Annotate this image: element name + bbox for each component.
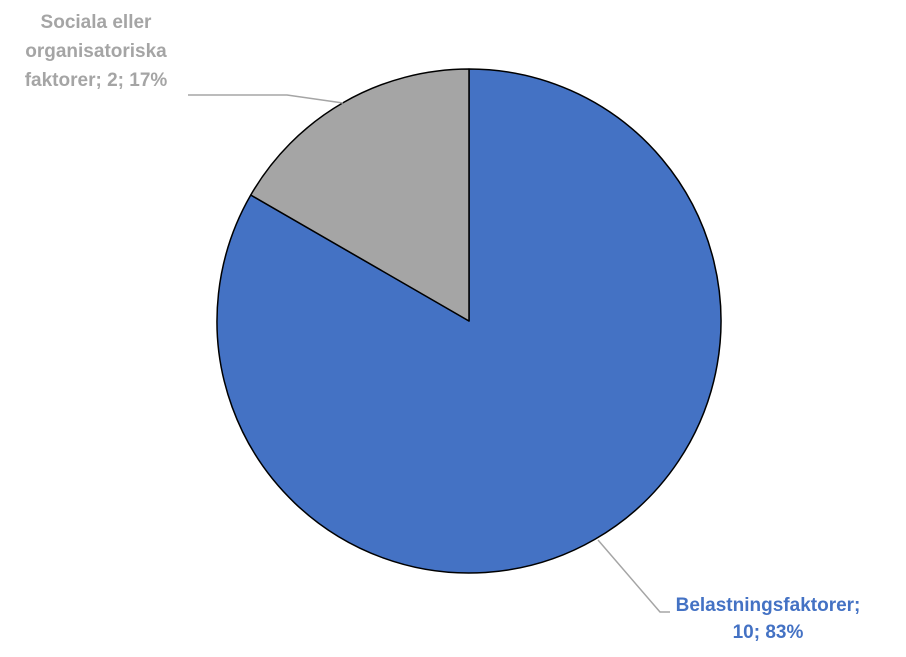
data-label-line: 10; 83% (733, 622, 804, 643)
leader-line-1 (597, 539, 670, 613)
data-label-line: faktorer; 2; 17% (25, 70, 168, 91)
slices-layer (216, 68, 722, 574)
data-labels-layer: Belastningsfaktorer; 10; 83% Sociala eller… (25, 12, 861, 643)
data-label-line: Sociala eller (41, 12, 153, 33)
leader-line-2 (188, 94, 344, 104)
data-label-line: organisatoriska (25, 41, 167, 62)
data-label-2: Sociala eller organisatoriska faktorer; 2;… (25, 12, 168, 91)
data-label-1: Belastningsfaktorer; 10; 83% (676, 595, 861, 643)
leader-lines-layer (188, 94, 670, 613)
data-label-line: Belastningsfaktorer; (676, 595, 861, 616)
